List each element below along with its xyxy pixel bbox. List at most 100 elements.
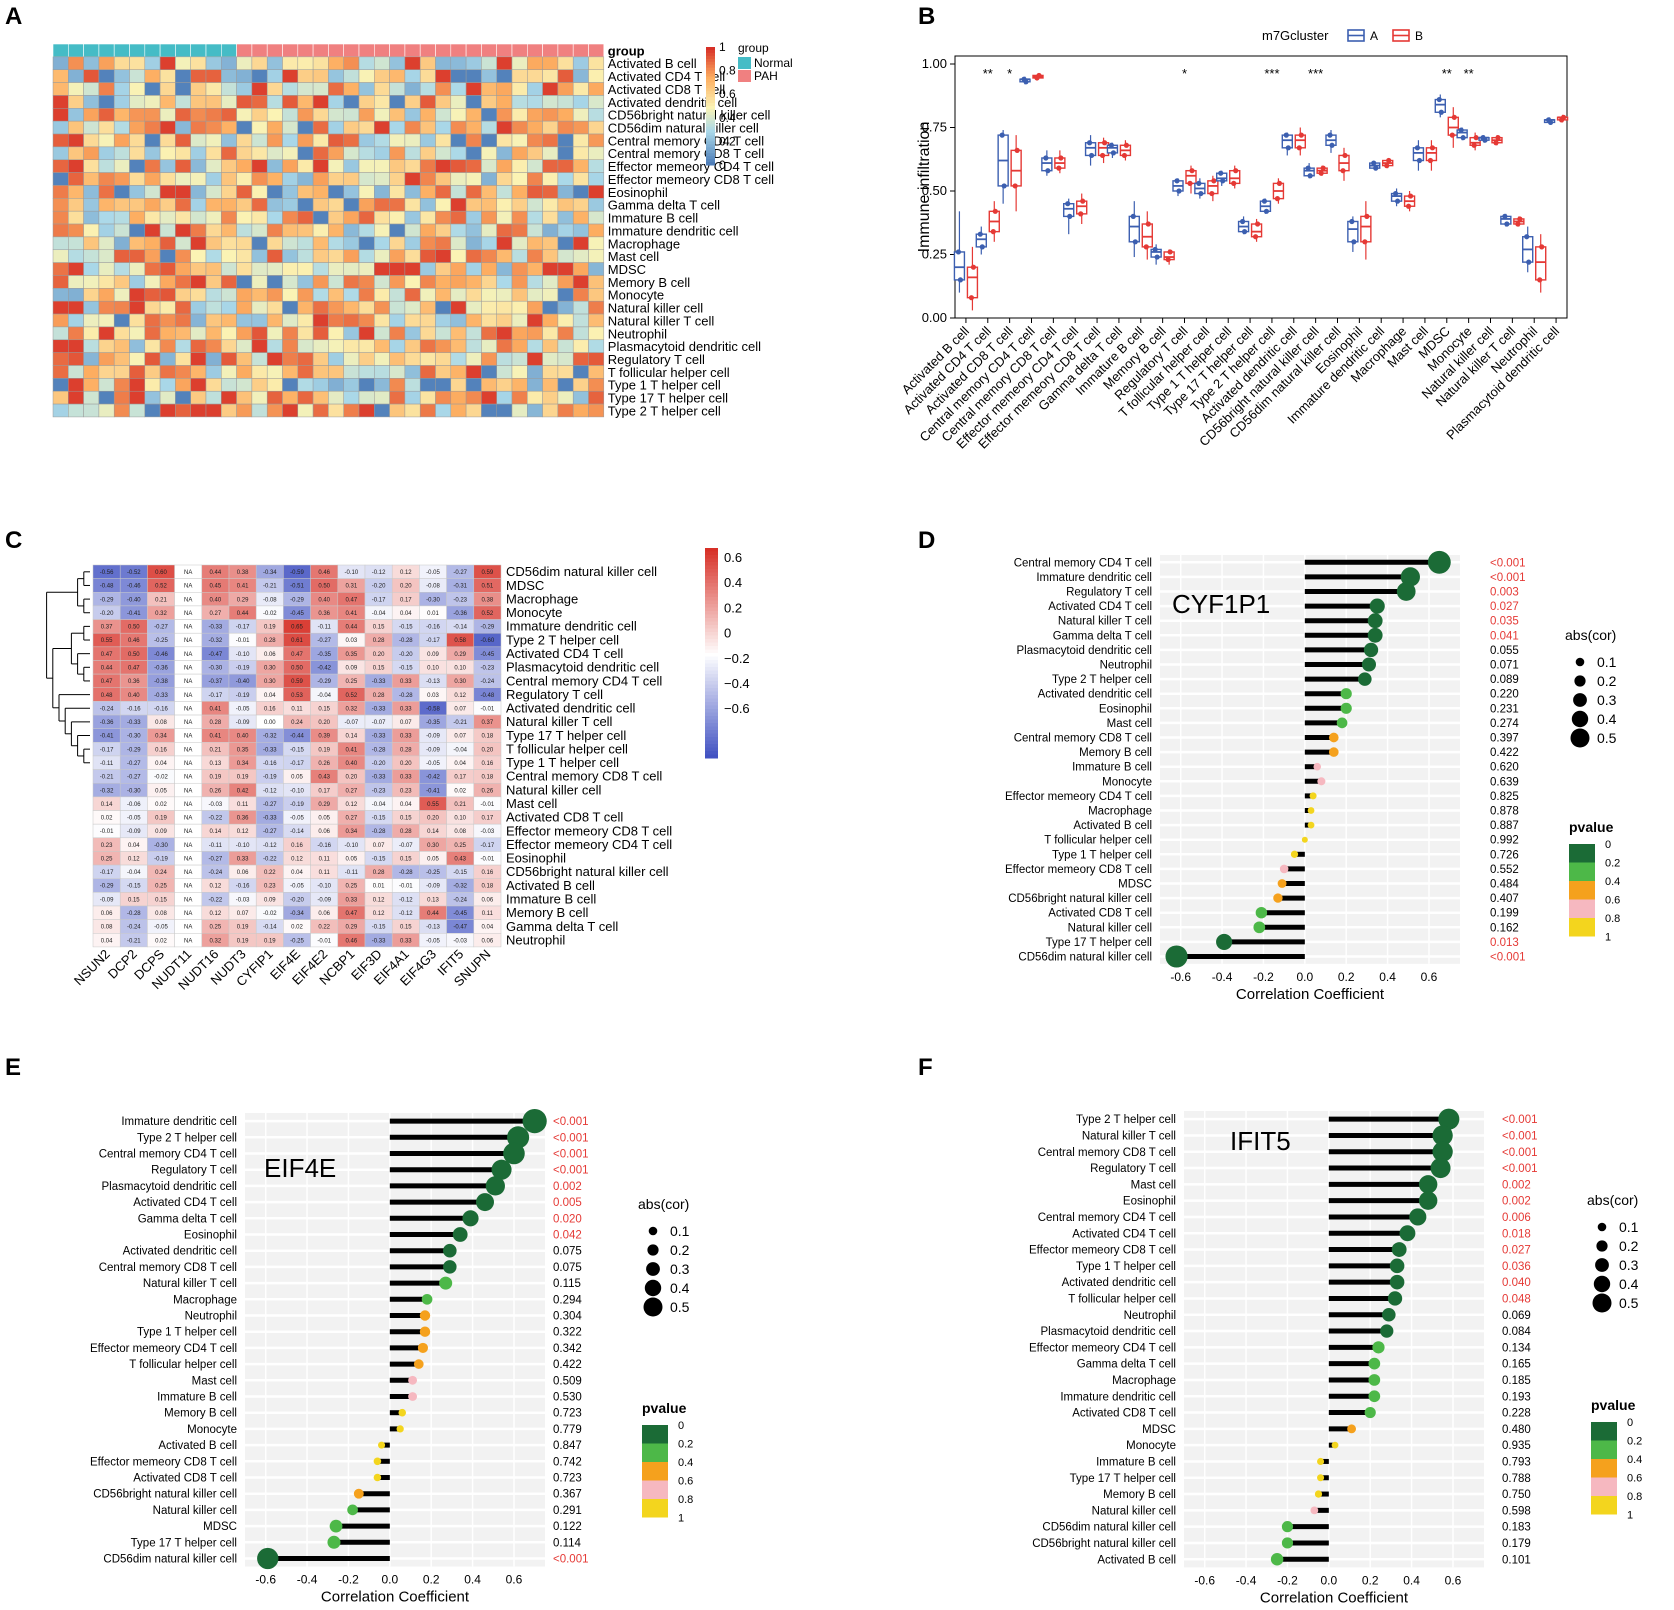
pvalue-legend-label: 0.8 — [1605, 913, 1620, 925]
corr-cell-value: 0.41 — [346, 611, 358, 617]
corr-cell-value: 0.01 — [373, 884, 385, 890]
heat-cell — [404, 365, 421, 379]
point-B — [1233, 168, 1239, 174]
heat-cell — [190, 249, 207, 263]
heat-cell — [205, 185, 222, 199]
pvalue-label: 0.071 — [1490, 660, 1519, 672]
heat-cell — [144, 159, 161, 173]
group-bar-cell — [205, 43, 222, 58]
pvalue-label: 0.887 — [1490, 820, 1519, 832]
heat-cell — [266, 390, 283, 405]
heat-cell — [435, 108, 452, 122]
heat-cell — [221, 300, 237, 315]
row-label: CD56bright natural killer cell — [506, 864, 669, 879]
heat-cell — [221, 326, 237, 341]
lollipop-dot — [1400, 567, 1420, 587]
heat-cell — [527, 378, 543, 392]
pvalue-label: 0.639 — [1490, 776, 1519, 788]
heat-cell — [404, 146, 421, 160]
heat-cell — [144, 95, 161, 109]
heat-cell — [312, 249, 329, 263]
heat-cell — [527, 288, 543, 302]
corr-cell-value: 0.19 — [210, 775, 222, 781]
heat-cell — [98, 390, 115, 405]
heat-cell — [236, 339, 253, 353]
heat-cell — [205, 69, 222, 83]
corr-cell-value: 0.02 — [155, 938, 167, 944]
lollipop-dot — [408, 1392, 418, 1401]
colorbar-segment — [705, 723, 718, 727]
pvalue-label: 0.291 — [553, 1505, 582, 1517]
pvalue-legend-label: 0 — [678, 1420, 684, 1432]
corr-cell-value: NA — [184, 884, 192, 890]
colorbar-segment — [706, 153, 715, 157]
col-label: NSUN2 — [71, 946, 113, 988]
point-A — [1305, 165, 1311, 171]
corr-cell-value: 0.19 — [237, 925, 249, 931]
pvalue-label: 0.020 — [553, 1213, 582, 1225]
pvalue-label: 0.480 — [1502, 1424, 1531, 1436]
corr-cell-value: -0.17 — [290, 761, 304, 767]
heat-cell — [266, 288, 283, 302]
pvalue-label: 0.035 — [1490, 616, 1519, 628]
heat-cell — [557, 378, 574, 392]
corr-cell-value: -0.09 — [100, 897, 114, 903]
heat-cell — [266, 198, 283, 212]
heat-cell — [129, 390, 146, 405]
row-label: CD56bright natural killer cell — [93, 1489, 237, 1501]
heat-cell — [404, 313, 421, 328]
pvalue-legend-swatch — [642, 1462, 668, 1481]
box-B — [1141, 223, 1153, 248]
heat-cell — [404, 262, 421, 276]
heat-cell — [404, 403, 421, 418]
heat-cell — [129, 339, 146, 353]
heat-cell — [343, 185, 360, 199]
corr-cell-value: -0.29 — [290, 597, 304, 603]
corr-cell-value: 0.08 — [155, 720, 167, 726]
heat-cell — [236, 390, 253, 405]
group-bar-cell — [496, 43, 513, 58]
heat-cell — [83, 339, 100, 353]
heat-cell — [465, 223, 482, 238]
heat-cell — [328, 403, 344, 418]
heat-cell — [144, 108, 161, 122]
colorbar-segment — [706, 138, 715, 142]
heat-cell — [419, 390, 436, 405]
corr-cell-value: 0.50 — [128, 625, 140, 631]
heat-cell — [527, 210, 543, 225]
y-tick-label: 0.00 — [922, 310, 947, 325]
x-axis-label: Correlation Coefficient — [321, 1589, 470, 1606]
row-label: Central memory CD4 T cell — [1014, 557, 1152, 569]
row-label: Plasmacytoid dendritic cell — [1040, 1326, 1176, 1338]
heat-cell — [159, 275, 176, 289]
heat-cell — [190, 275, 207, 289]
heat-cell — [205, 275, 222, 289]
lollipop-dot — [1369, 598, 1385, 614]
row-label: Monocyte — [506, 605, 562, 620]
heat-cell — [205, 326, 222, 341]
heat-cell — [251, 313, 268, 328]
row-label: Activated B cell — [506, 878, 595, 893]
heat-cell — [328, 339, 344, 353]
corr-cell-value: 0.30 — [264, 679, 276, 685]
heat-cell — [251, 198, 268, 212]
heat-cell — [251, 185, 268, 199]
heat-cell — [389, 172, 406, 186]
corr-cell-value: -0.20 — [372, 584, 386, 590]
heat-cell — [419, 146, 436, 160]
heat-cell — [435, 313, 452, 328]
heat-cell — [419, 378, 436, 392]
heat-cell — [450, 403, 467, 418]
heat-cell — [328, 249, 344, 263]
point-B — [1384, 163, 1390, 169]
heat-cell — [83, 352, 100, 366]
corr-cell-value: 0.50 — [318, 584, 330, 590]
heat-cell — [572, 339, 589, 353]
heat-cell — [175, 56, 191, 70]
row-label: Neutrophil — [1124, 1310, 1176, 1322]
heat-cell — [205, 313, 222, 328]
heat-cell — [450, 339, 467, 353]
heat-cell — [113, 133, 130, 148]
plot-frame — [954, 55, 1568, 319]
pvalue-label: 0.134 — [1502, 1342, 1531, 1354]
